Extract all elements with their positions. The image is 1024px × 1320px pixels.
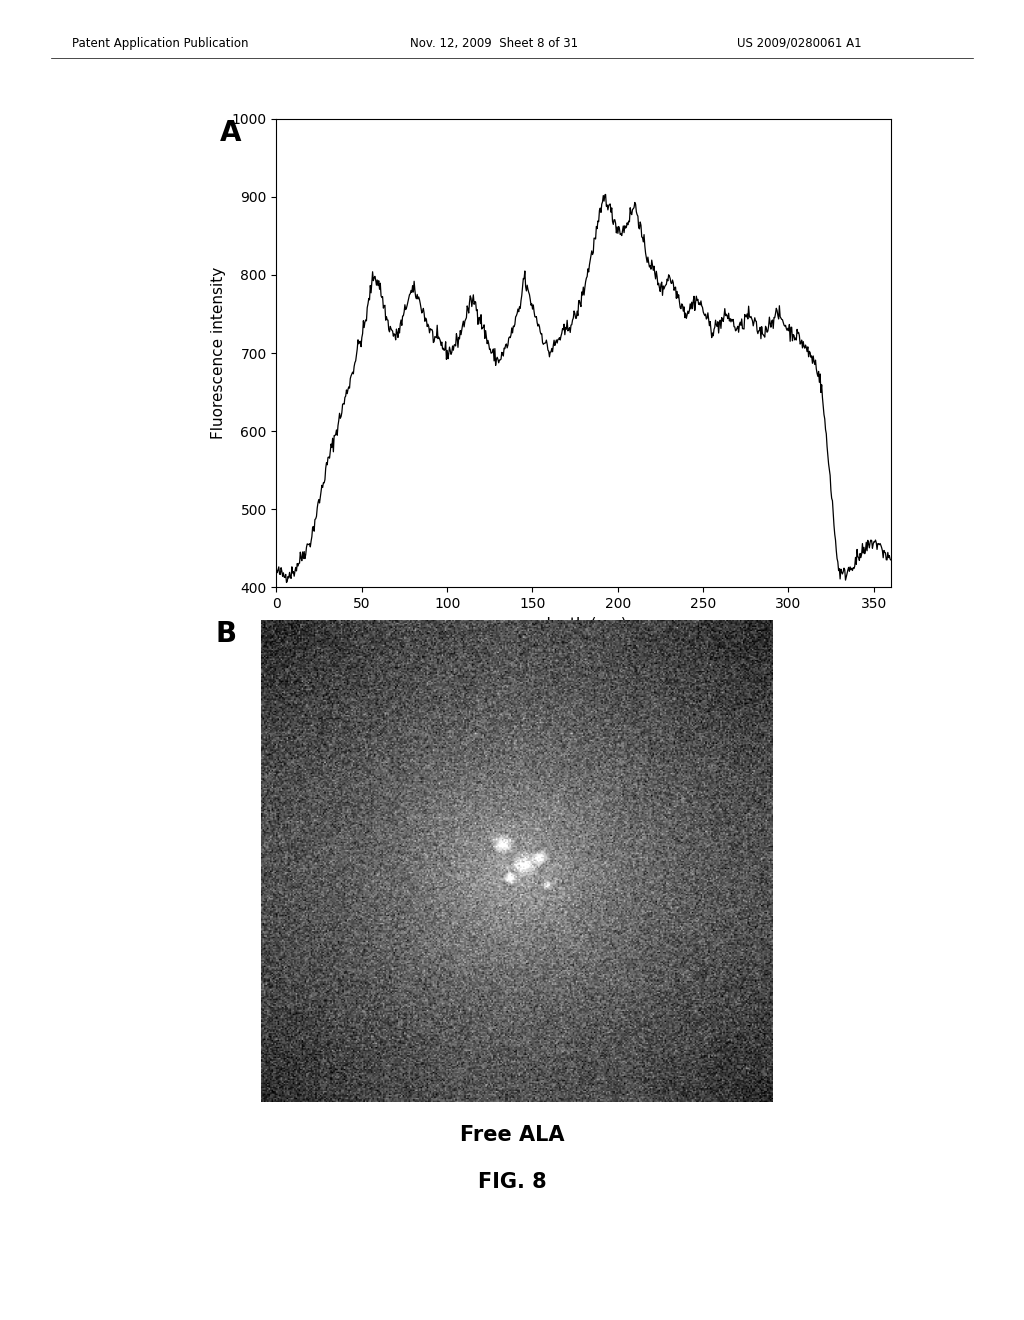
Text: US 2009/0280061 A1: US 2009/0280061 A1 <box>737 37 862 50</box>
Text: Free ALA: Free ALA <box>460 1125 564 1144</box>
Text: Nov. 12, 2009  Sheet 8 of 31: Nov. 12, 2009 Sheet 8 of 31 <box>410 37 578 50</box>
Text: A: A <box>220 119 242 147</box>
X-axis label: depth (um): depth (um) <box>541 616 627 632</box>
Y-axis label: Fluorescence intensity: Fluorescence intensity <box>211 267 226 440</box>
Text: Patent Application Publication: Patent Application Publication <box>72 37 248 50</box>
Text: B: B <box>215 620 237 648</box>
Text: FIG. 8: FIG. 8 <box>477 1172 547 1192</box>
